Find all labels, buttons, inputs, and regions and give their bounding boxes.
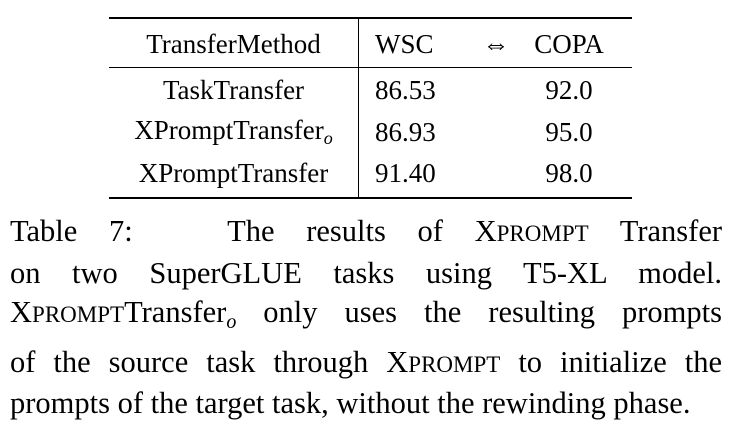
caption-line-4: of the source task through XPROMPT to in… <box>10 343 722 385</box>
row-method-name: TaskTransfer <box>162 75 305 105</box>
caption-line-1: Table 7: The results of XPROMPT Transfer <box>10 212 722 254</box>
caption-text: X <box>10 295 33 329</box>
caption-smallcaps: PROMPT <box>32 302 125 327</box>
row-copa-cell: 98.0 <box>522 154 632 199</box>
row-wsc-cell: 86.53 <box>375 75 436 105</box>
row-copa-cell: 95.0 <box>545 116 593 147</box>
row-method-subscript: o <box>323 128 333 148</box>
row-arrow-cell <box>470 68 522 112</box>
caption-label: Table 7: <box>10 214 133 248</box>
row-method-name: XPromptTransfer <box>138 158 329 188</box>
caption-smallcaps: PROMPT <box>496 221 589 246</box>
caption-text: Transfer <box>124 295 227 329</box>
caption-text: only uses the resulting prompts <box>236 295 722 329</box>
row-method-cell: XPromptTransfer <box>109 154 359 199</box>
table-row: TaskTransfer 86.53 92.0 <box>109 67 632 112</box>
row-method-cell: TaskTransfer <box>109 67 359 111</box>
row-wsc-cell: 86.93 <box>375 116 436 147</box>
row-arrow-cell <box>470 111 522 154</box>
row-method-cell: XPromptTransfero <box>109 111 359 154</box>
caption-text: to initialize the <box>500 344 722 379</box>
caption-line-5: prompts of the target task, without the … <box>10 386 691 420</box>
caption-line-3: XPROMPTTransfero only uses the resulting… <box>10 293 722 343</box>
row-method-name: XPromptTransfer <box>134 115 324 145</box>
table-row: XPromptTransfer 91.40 98.0 <box>109 154 632 199</box>
header-transfer-method: TransferMethod <box>109 17 359 68</box>
table-row: XPromptTransfero 86.93 95.0 <box>109 111 632 154</box>
caption-text: of the source task through X <box>10 344 409 379</box>
table-header-row: TransferMethod WSC ⇔ COPA <box>109 17 632 68</box>
caption-line-2: on two SuperGLUE tasks using T5-XL model… <box>10 255 722 290</box>
header-wsc: WSC <box>358 17 470 68</box>
header-arrow: ⇔ <box>470 17 522 68</box>
row-wsc-cell: 91.40 <box>358 154 470 199</box>
caption-subscript: o <box>226 311 237 333</box>
row-arrow-cell <box>470 154 522 199</box>
caption-text: The results of X <box>227 214 497 248</box>
caption-smallcaps: PROMPT <box>408 351 501 377</box>
results-table: TransferMethod WSC ⇔ COPA TaskTransfer 8… <box>109 17 632 199</box>
header-copa: COPA <box>522 17 632 68</box>
caption-text: Transfer <box>588 214 723 248</box>
results-table-container: TransferMethod WSC ⇔ COPA TaskTransfer 8… <box>109 17 632 199</box>
table-caption: Table 7: The results of XPROMPT Transfer… <box>10 212 722 424</box>
row-copa-cell: 92.0 <box>545 75 593 105</box>
